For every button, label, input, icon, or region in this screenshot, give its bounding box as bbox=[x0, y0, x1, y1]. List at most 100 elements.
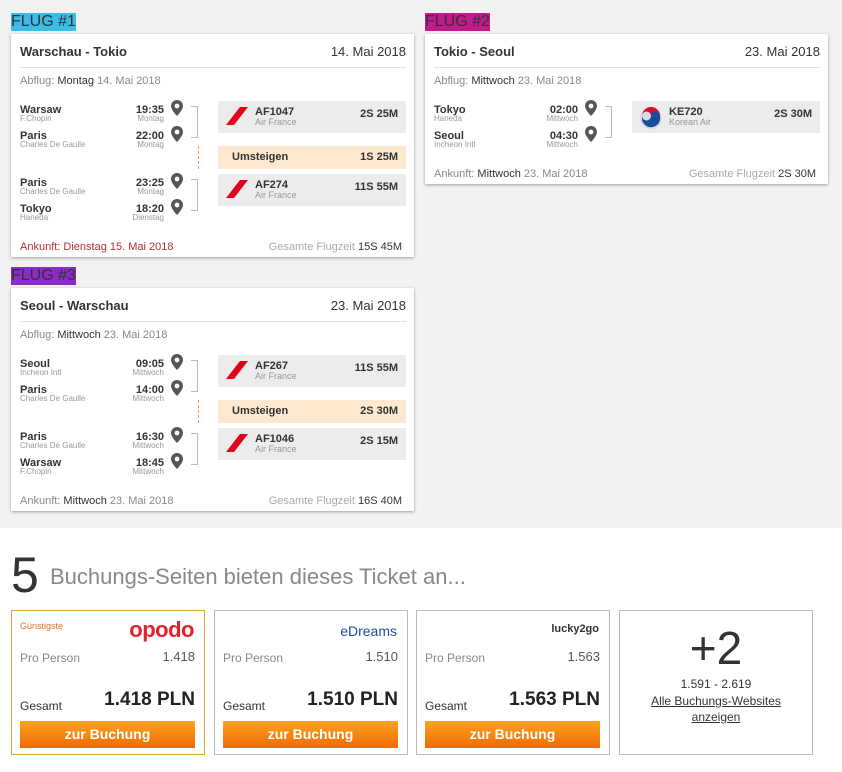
arrival-day: Mittwoch bbox=[477, 168, 524, 180]
layover: Umsteigen 1S 25M bbox=[218, 146, 406, 169]
time: 14:00 bbox=[135, 384, 164, 396]
flight-tab: FLUG #1 bbox=[11, 13, 76, 31]
city: Seoul bbox=[434, 130, 464, 142]
city: Warsaw bbox=[20, 104, 62, 116]
departure-day: Montag bbox=[57, 75, 98, 87]
flight-tab: FLUG #3 bbox=[11, 267, 76, 285]
date: 23. Mai 2018 bbox=[330, 298, 406, 313]
connector bbox=[191, 106, 198, 138]
airport: Charles De Gaulle bbox=[20, 140, 86, 149]
day: Mittwoch bbox=[132, 368, 164, 377]
airport: Charles De Gaulle bbox=[20, 187, 86, 196]
route: Warschau - Tokio bbox=[20, 44, 127, 59]
airline-logo bbox=[226, 107, 250, 130]
departure-day: Mittwoch bbox=[57, 329, 104, 341]
time: 02:00 bbox=[549, 104, 578, 116]
airport: Incheon Intl bbox=[434, 140, 476, 149]
airline: Air France bbox=[255, 444, 297, 454]
connector bbox=[191, 433, 198, 465]
arrival-date: 15. Mai 2018 bbox=[109, 241, 174, 253]
book-button[interactable]: zur Buchung bbox=[425, 721, 600, 748]
duration: 2S 25M bbox=[360, 108, 398, 120]
flight-card: Tokio - Seoul 23. Mai 2018 Abflug: Mittwoc… bbox=[425, 34, 828, 184]
duration: 2S 15M bbox=[360, 435, 398, 447]
total-label: Gesamte Flugzeit bbox=[268, 241, 358, 253]
airport: F.Chopin bbox=[20, 467, 52, 476]
pin-icon bbox=[171, 100, 183, 121]
arrival-label: Ankunft: bbox=[20, 241, 64, 253]
arrival-day: Dienstag bbox=[63, 241, 110, 253]
departure: Abflug: Mittwoch 23. Mai 2018 bbox=[434, 75, 581, 87]
arrival: Ankunft: Mittwoch 23. Mai 2018 bbox=[20, 495, 174, 507]
day: Montag bbox=[137, 114, 164, 123]
pin-icon bbox=[171, 427, 183, 448]
divider bbox=[20, 321, 406, 322]
per-person: 1.418 bbox=[162, 649, 195, 664]
count: 5 bbox=[11, 547, 39, 603]
per-person: 1.510 bbox=[365, 649, 398, 664]
provider-card: eDreams Pro Person 1.510 Gesamt 1.510 PLN zur… bbox=[214, 610, 408, 755]
airline: Air France bbox=[255, 190, 297, 200]
day: Montag bbox=[137, 187, 164, 196]
airport: Haneda bbox=[434, 114, 463, 123]
flight-number: KE720 bbox=[669, 106, 703, 118]
total-label: Gesamt bbox=[425, 699, 468, 713]
pin-icon bbox=[171, 126, 183, 147]
airline-logo bbox=[226, 180, 250, 203]
divider bbox=[20, 67, 406, 68]
arrival-day: Mittwoch bbox=[63, 495, 110, 507]
departure-label: Abflug: bbox=[20, 329, 58, 341]
badge: Günstigste bbox=[20, 621, 64, 631]
departure-label: Abflug: bbox=[434, 75, 472, 87]
arrival-date: 23. Mai 2018 bbox=[523, 168, 588, 180]
departure-date: 14. Mai 2018 bbox=[97, 75, 161, 87]
duration: 11S 55M bbox=[354, 362, 398, 374]
total-label: Gesamt bbox=[223, 699, 266, 713]
day: Mittwoch bbox=[132, 441, 164, 450]
time: 18:20 bbox=[135, 203, 164, 215]
flight-box: AF1047 Air France 2S 25M bbox=[218, 101, 406, 133]
flight-card: Warschau - Tokio 14. Mai 2018 Abflug: Mont… bbox=[11, 34, 414, 257]
arrival-label: Ankunft: bbox=[434, 168, 478, 180]
layover-duration: 2S 30M bbox=[360, 405, 398, 417]
city: Tokyo bbox=[434, 104, 466, 116]
pin-icon bbox=[171, 199, 183, 220]
total: 1.418 PLN bbox=[104, 689, 195, 710]
flight-number: AF274 bbox=[255, 179, 289, 191]
flight-box: AF274 Air France 11S 55M bbox=[218, 174, 406, 206]
provider-logo: opodo bbox=[129, 617, 194, 642]
date: 23. Mai 2018 bbox=[744, 44, 820, 59]
time: 19:35 bbox=[135, 104, 164, 116]
flight-box: AF267 Air France 11S 55M bbox=[218, 355, 406, 387]
time: 23:25 bbox=[135, 177, 164, 189]
provider-card: Günstigste opodo Pro Person 1.418 Gesamt 1.41… bbox=[11, 610, 205, 755]
airport: Incheon Intl bbox=[20, 368, 62, 377]
departure-label: Abflug: bbox=[20, 75, 58, 87]
flight-number: AF267 bbox=[255, 360, 289, 372]
day: Mittwoch bbox=[546, 114, 578, 123]
layover-duration: 1S 25M bbox=[360, 151, 398, 163]
duration: 2S 30M bbox=[774, 108, 812, 120]
departure-date: 23. Mai 2018 bbox=[103, 329, 168, 341]
layover: Umsteigen 2S 30M bbox=[218, 400, 406, 423]
book-button[interactable]: zur Buchung bbox=[223, 721, 398, 748]
city: Paris bbox=[20, 431, 47, 443]
arrival-date: 23. Mai 2018 bbox=[109, 495, 174, 507]
city: Paris bbox=[20, 130, 47, 142]
flight-tab: FLUG #2 bbox=[425, 13, 490, 31]
total: 1.563 PLN bbox=[509, 689, 600, 710]
all-sites-link[interactable]: Alle Buchungs-Websites anzeigen bbox=[651, 694, 781, 724]
total-time: Gesamte Flugzeit 16S 40M bbox=[269, 495, 402, 507]
provider-card: lucky2go Pro Person 1.563 Gesamt 1.563 PLN zu… bbox=[416, 610, 610, 755]
flight-number: AF1047 bbox=[255, 106, 295, 118]
connector bbox=[191, 179, 198, 211]
total-time: Gesamte Flugzeit 2S 30M bbox=[689, 168, 816, 180]
book-button[interactable]: zur Buchung bbox=[20, 721, 195, 748]
flight-box: KE720 Korean Air 2S 30M bbox=[632, 101, 820, 133]
pin-icon bbox=[171, 380, 183, 401]
total-time: Gesamte Flugzeit 15S 45M bbox=[269, 241, 402, 253]
total: 1.510 PLN bbox=[307, 689, 398, 710]
price-range: 1.591 - 2.619 bbox=[680, 677, 752, 691]
airport: Haneda bbox=[20, 213, 49, 222]
route: Tokio - Seoul bbox=[434, 44, 515, 59]
